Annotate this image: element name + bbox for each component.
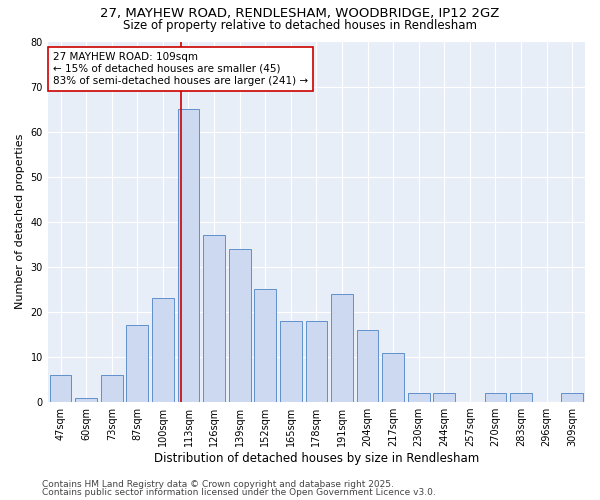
Bar [433, 393, 455, 402]
Bar [331, 294, 353, 402]
Bar [203, 236, 225, 402]
Bar [562, 393, 583, 402]
Bar [408, 393, 430, 402]
Text: 27, MAYHEW ROAD, RENDLESHAM, WOODBRIDGE, IP12 2GZ: 27, MAYHEW ROAD, RENDLESHAM, WOODBRIDGE,… [100, 8, 500, 20]
Text: Contains HM Land Registry data © Crown copyright and database right 2025.: Contains HM Land Registry data © Crown c… [42, 480, 394, 489]
Bar [229, 249, 251, 402]
Bar [382, 352, 404, 402]
Bar [356, 330, 379, 402]
Bar [280, 321, 302, 402]
Bar [485, 393, 506, 402]
Text: 27 MAYHEW ROAD: 109sqm
← 15% of detached houses are smaller (45)
83% of semi-det: 27 MAYHEW ROAD: 109sqm ← 15% of detached… [53, 52, 308, 86]
Bar [152, 298, 174, 402]
Bar [510, 393, 532, 402]
Bar [254, 290, 276, 402]
Text: Contains public sector information licensed under the Open Government Licence v3: Contains public sector information licen… [42, 488, 436, 497]
X-axis label: Distribution of detached houses by size in Rendlesham: Distribution of detached houses by size … [154, 452, 479, 465]
Bar [127, 326, 148, 402]
Bar [75, 398, 97, 402]
Text: Size of property relative to detached houses in Rendlesham: Size of property relative to detached ho… [123, 18, 477, 32]
Bar [50, 375, 71, 402]
Y-axis label: Number of detached properties: Number of detached properties [15, 134, 25, 310]
Bar [101, 375, 122, 402]
Bar [178, 109, 199, 402]
Bar [305, 321, 327, 402]
